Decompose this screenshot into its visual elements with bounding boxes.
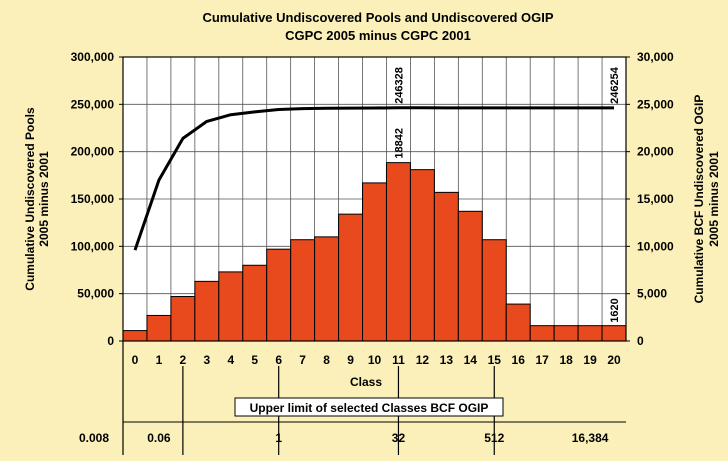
x-tick-label: 2: [180, 353, 187, 367]
x-tick-label: 16: [512, 353, 526, 367]
secondary-tick-label: 0.06: [147, 431, 171, 445]
left-tick-label: 200,000: [71, 145, 115, 159]
x-tick-label: 17: [535, 353, 549, 367]
x-tick-label: 20: [607, 353, 621, 367]
x-tick-label: 8: [323, 353, 330, 367]
x-tick-label: 0: [132, 353, 139, 367]
annotation-label: 1620: [609, 298, 621, 322]
left-axis-ticks: 0 50,000 100,000 150,000 200,000 250,000 300,0…: [71, 50, 123, 348]
x-tick-label: 18: [559, 353, 573, 367]
secondary-axis-label: Upper limit of selected Classes BCF OGIP: [250, 401, 489, 415]
left-tick-label: 300,000: [71, 50, 115, 64]
right-tick-label: 30,000: [637, 50, 674, 64]
bar-series: [122, 162, 627, 342]
left-tick-label: 250,000: [71, 97, 115, 111]
x-tick-label: 12: [416, 353, 430, 367]
secondary-tick-label: 0.008: [79, 431, 109, 445]
x-tick-label: 14: [464, 353, 478, 367]
line-series: [133, 106, 614, 251]
left-tick-label: 50,000: [77, 287, 114, 301]
left-axis-title-line1: Cumulative Undiscovered Pools: [23, 107, 37, 291]
annotation-label: 246254: [609, 66, 621, 104]
x-tick-label: 15: [488, 353, 502, 367]
secondary-tick-label: 512: [484, 431, 504, 445]
chart-subtitle: CGPC 2005 minus CGPC 2001: [285, 28, 471, 43]
x-tick-label: 11: [392, 353, 405, 367]
annotation-label: 18842: [394, 128, 406, 159]
x-tick-label: 13: [440, 353, 454, 367]
bar: [122, 330, 148, 342]
x-axis-ticks: 0 1 2 3 4 5 6 7 8 9 10 11 12 13 14 15 16 17 18 19 20: [132, 353, 621, 367]
annotation-group: 246254: [609, 66, 621, 104]
bar: [433, 191, 459, 342]
annotation-group: 246328: [394, 67, 406, 104]
right-tick-label: 25,000: [637, 97, 674, 111]
right-tick-label: 5,000: [637, 287, 667, 301]
left-axis-title-line2: 2005 minus 2001: [37, 151, 51, 247]
x-tick-label: 19: [583, 353, 597, 367]
bar: [577, 325, 603, 342]
secondary-axis: 0.008 0.06 1 32 512 16,384: [79, 341, 626, 455]
bar: [601, 325, 627, 342]
x-tick-label: 4: [227, 353, 234, 367]
x-tick-label: 1: [156, 353, 163, 367]
bar: [385, 162, 411, 342]
chart-title: Cumulative Undiscovered Pools and Undisc…: [202, 10, 553, 25]
right-tick-label: 15,000: [637, 192, 674, 206]
bar: [505, 303, 531, 342]
x-axis-title: Class: [350, 375, 382, 389]
right-tick-label: 20,000: [637, 145, 674, 159]
bar: [481, 239, 507, 342]
x-tick-label: 5: [251, 353, 258, 367]
x-tick-label: 7: [299, 353, 306, 367]
annotation-label: 246328: [394, 67, 406, 104]
bar: [290, 239, 316, 342]
bar: [194, 280, 220, 342]
x-tick-label: 10: [368, 353, 382, 367]
secondary-tick-label: 1: [275, 431, 282, 445]
left-tick-label: 150,000: [71, 192, 115, 206]
bar: [529, 325, 555, 342]
secondary-tick-label: 16,384: [572, 431, 609, 445]
bar: [409, 169, 435, 342]
data-annotations: 18842 246328 246254 1620: [394, 66, 622, 322]
secondary-tick-label: 32: [392, 431, 406, 445]
secondary-axis-label-box: [234, 397, 504, 417]
bar: [362, 182, 387, 342]
bar: [314, 236, 340, 342]
left-tick-label: 0: [107, 334, 114, 348]
x-tick-label: 6: [275, 353, 282, 367]
x-tick-label: 9: [347, 353, 354, 367]
bar: [553, 325, 579, 342]
left-tick-label: 100,000: [71, 239, 115, 253]
bar: [266, 248, 292, 342]
bar: [218, 271, 244, 342]
right-axis-title-line1: Cumulative BCF Undiscovered OGIP: [692, 95, 706, 304]
right-axis-ticks: 0 5,000 10,000 15,000 20,000 25,000 30,000: [626, 50, 674, 348]
cumulative-pools-line: [133, 106, 614, 251]
x-tick-label: 3: [203, 353, 210, 367]
right-tick-label: 10,000: [637, 239, 674, 253]
right-tick-label: 0: [637, 334, 644, 348]
bar: [457, 210, 483, 342]
bar: [338, 213, 364, 342]
right-axis-title-line2: 2005 minus 2001: [707, 151, 721, 247]
bar: [242, 264, 268, 342]
annotation-group: 18842: [394, 128, 406, 159]
bar: [146, 314, 172, 342]
bar: [170, 296, 196, 342]
annotation-group: 1620: [609, 298, 621, 322]
